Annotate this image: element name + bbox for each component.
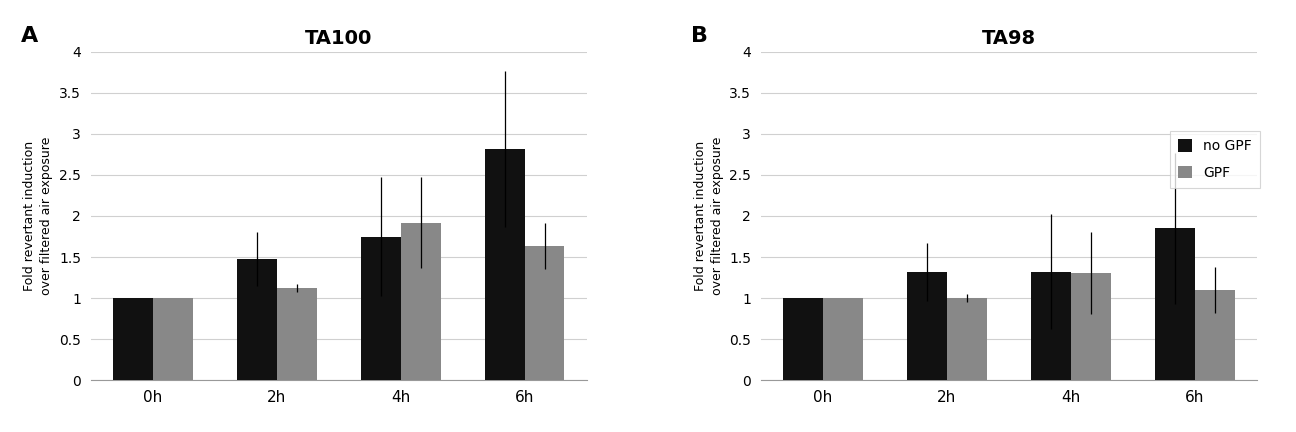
Bar [1195,290,1235,380]
Title: TA100: TA100 [305,29,372,48]
Bar [400,222,441,380]
Bar [277,288,316,380]
Text: A: A [21,25,39,45]
Bar [783,298,823,380]
Bar [907,272,947,380]
Y-axis label: Fold revertant induction
over filtered air exposure: Fold revertant induction over filtered a… [23,137,53,295]
Legend: no GPF, GPF: no GPF, GPF [1170,131,1260,188]
Y-axis label: Fold revertant induction
over filtered air exposure: Fold revertant induction over filtered a… [693,137,723,295]
Bar [362,237,400,380]
Text: B: B [691,25,709,45]
Bar [153,298,193,380]
Title: TA98: TA98 [982,29,1036,48]
Bar [823,298,863,380]
Bar [113,298,153,380]
Bar [1032,272,1070,380]
Bar [1070,273,1111,380]
Bar [525,246,565,380]
Bar [1155,228,1195,380]
Bar [947,298,986,380]
Bar [485,149,525,380]
Bar [237,259,277,380]
